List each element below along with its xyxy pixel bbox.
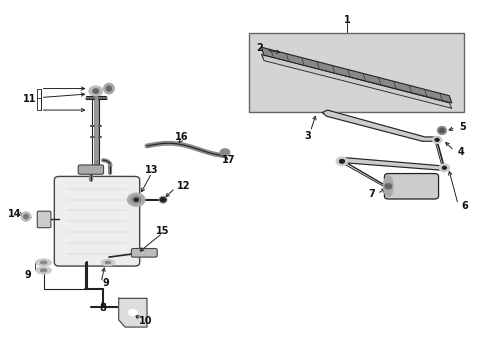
Circle shape [220, 149, 229, 156]
Text: 10: 10 [139, 316, 152, 326]
Ellipse shape [105, 261, 111, 264]
Circle shape [339, 159, 344, 163]
Ellipse shape [439, 129, 444, 133]
Text: 15: 15 [156, 226, 169, 236]
FancyBboxPatch shape [384, 174, 438, 199]
Text: 9: 9 [24, 270, 31, 280]
Text: 2: 2 [255, 43, 262, 53]
Ellipse shape [36, 267, 51, 274]
Polygon shape [261, 54, 451, 108]
FancyBboxPatch shape [78, 165, 103, 174]
Polygon shape [264, 56, 450, 108]
Circle shape [442, 166, 446, 169]
Circle shape [160, 198, 165, 202]
Text: 11: 11 [23, 94, 37, 104]
Ellipse shape [40, 269, 47, 272]
FancyBboxPatch shape [37, 211, 51, 228]
Text: 8: 8 [100, 303, 106, 313]
Polygon shape [261, 47, 451, 103]
Circle shape [134, 198, 138, 201]
Text: 17: 17 [222, 155, 235, 165]
Text: 12: 12 [177, 181, 190, 192]
Text: 1: 1 [343, 15, 349, 26]
Circle shape [127, 193, 145, 206]
Circle shape [131, 196, 141, 203]
Text: 7: 7 [367, 189, 374, 199]
Circle shape [335, 157, 347, 166]
Polygon shape [322, 110, 439, 141]
Text: 16: 16 [175, 132, 188, 142]
Text: 9: 9 [102, 278, 109, 288]
Bar [249, 33, 463, 112]
Circle shape [434, 138, 438, 141]
Ellipse shape [106, 86, 111, 91]
Circle shape [384, 184, 391, 189]
FancyBboxPatch shape [131, 248, 157, 257]
Circle shape [438, 164, 449, 172]
Text: 6: 6 [461, 201, 468, 211]
Circle shape [431, 136, 441, 143]
Ellipse shape [21, 212, 31, 221]
FancyBboxPatch shape [54, 176, 140, 266]
Ellipse shape [437, 127, 446, 134]
Circle shape [89, 86, 102, 96]
Ellipse shape [24, 215, 28, 219]
Polygon shape [341, 158, 444, 170]
Ellipse shape [40, 261, 47, 264]
Text: 14: 14 [8, 209, 21, 219]
Polygon shape [119, 298, 147, 327]
Text: 5: 5 [458, 122, 465, 132]
Circle shape [93, 89, 99, 93]
Ellipse shape [101, 259, 115, 266]
Ellipse shape [103, 83, 114, 94]
Text: 3: 3 [304, 131, 311, 141]
Text: 4: 4 [456, 147, 463, 157]
Ellipse shape [383, 176, 392, 197]
Text: 13: 13 [145, 165, 158, 175]
Ellipse shape [36, 259, 51, 266]
Circle shape [128, 310, 137, 316]
Ellipse shape [159, 196, 166, 203]
